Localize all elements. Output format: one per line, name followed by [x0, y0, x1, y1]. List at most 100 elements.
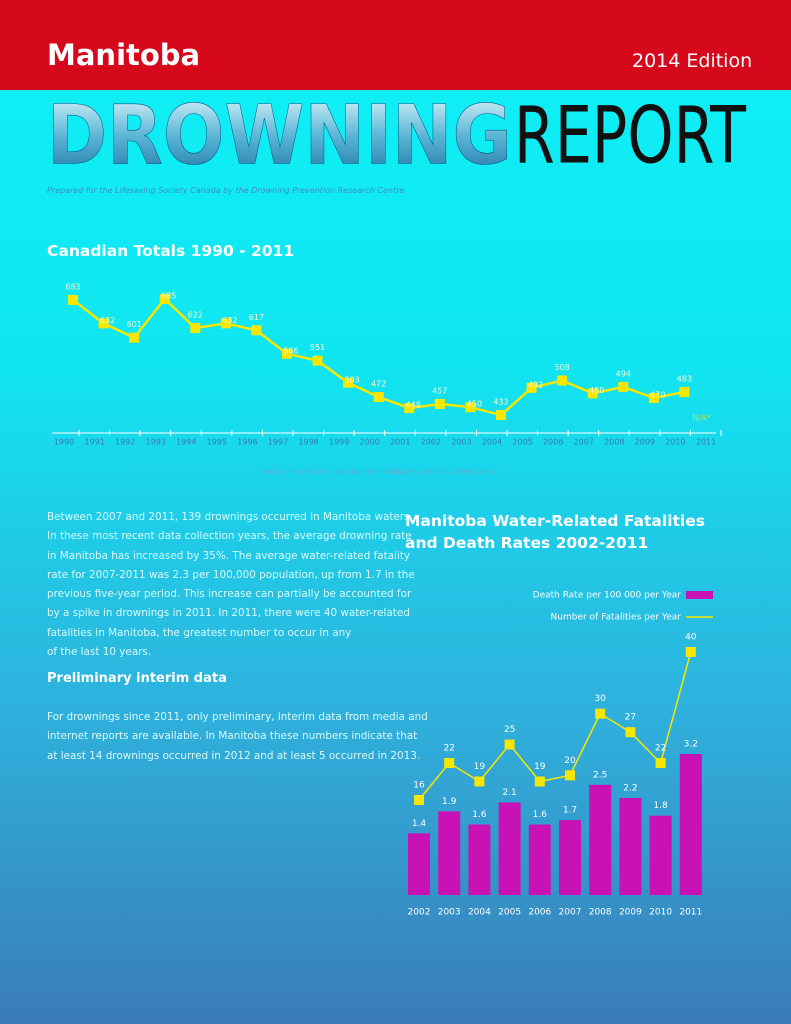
marker	[534, 776, 545, 787]
x-tick-label: 1997	[268, 438, 288, 447]
marker	[465, 402, 476, 413]
x-tick-label: 1998	[298, 438, 318, 447]
x-tick-label: 2011	[696, 438, 716, 447]
bar	[468, 824, 491, 895]
bar-label: 1.7	[563, 806, 577, 816]
value-label: 632	[222, 316, 237, 325]
line-label: 30	[594, 694, 606, 704]
x-tick-label: 2002	[421, 438, 441, 447]
marker	[496, 410, 506, 420]
paragraph: For drownings since 2011, only prelimina…	[47, 708, 428, 766]
chart2-title: Manitoba Water-Related Fatalities and De…	[405, 512, 705, 552]
x-tick-label: 2003	[451, 438, 471, 447]
x-tick-label: 1991	[84, 438, 104, 447]
x-tick-label: 1990	[54, 438, 74, 447]
bar	[498, 802, 521, 895]
marker	[655, 758, 666, 768]
text-line: by a spike in drownings in 2011. In 2011…	[47, 607, 410, 620]
x-tick-label: 1992	[115, 438, 135, 447]
value-label: 503	[345, 375, 360, 384]
x-tick-label: 2005	[498, 908, 521, 918]
x-tick-label: 1999	[329, 438, 349, 447]
marker	[159, 294, 170, 304]
marker	[625, 727, 636, 738]
x-tick-label: 1993	[146, 438, 166, 447]
marker	[282, 348, 292, 359]
x-tick-label: 2004	[468, 908, 491, 918]
text-line: previous five-year period. This increase…	[47, 588, 412, 601]
bar-label: 2.2	[623, 784, 637, 794]
x-tick-label: 1995	[207, 438, 227, 447]
line	[418, 651, 692, 801]
bar-label: 2.1	[502, 788, 516, 798]
bar-label: 1.4	[412, 819, 427, 829]
bar-label: 2.5	[593, 770, 607, 780]
bar	[679, 754, 702, 895]
marker	[595, 708, 606, 719]
legend-swatch	[686, 591, 713, 599]
text-line: Between 2007 and 2011, 139 drownings occ…	[47, 511, 413, 523]
value-label: 472	[371, 380, 386, 389]
x-tick-label: 2001	[390, 438, 410, 447]
x-tick-label: 2007	[574, 438, 594, 447]
text-line: internet reports are available. In Manit…	[47, 730, 418, 743]
marker	[251, 325, 262, 336]
edition: 2014 Edition	[632, 50, 753, 72]
x-tick-label: 2009	[635, 438, 655, 447]
marker	[373, 392, 384, 403]
value-label: 508	[555, 363, 570, 372]
value-label: 566	[283, 346, 298, 355]
value-label: 448	[406, 401, 421, 410]
marker	[98, 318, 109, 329]
value-label: 632	[100, 316, 115, 325]
value-label: 685	[161, 292, 176, 301]
bar-label: 1.6	[472, 810, 487, 820]
text-line: For drownings since 2011, only prelimina…	[47, 711, 428, 723]
marker	[685, 647, 696, 657]
marker	[587, 388, 598, 399]
marker	[474, 776, 485, 787]
bar-label: 1.8	[653, 801, 668, 811]
marker	[404, 403, 415, 414]
header-band	[0, 0, 791, 90]
x-tick-label: 2006	[543, 438, 563, 447]
x-tick-label: 1996	[237, 438, 257, 447]
paragraph: Between 2007 and 2011, 139 drownings occ…	[47, 508, 415, 662]
marker	[679, 386, 690, 397]
x-tick-label: 2007	[559, 908, 582, 918]
x-tick-label: 2004	[482, 438, 502, 447]
text-line: In these most recent data collection yea…	[47, 530, 412, 543]
chart1-title: Canadian Totals 1990 - 2011	[47, 242, 295, 260]
value-label: 457	[432, 386, 447, 395]
marker	[414, 795, 424, 805]
subtitle: Prepared for the Lifesaving Society Cana…	[47, 186, 405, 195]
line-label: 25	[504, 725, 515, 735]
line-label: 40	[685, 633, 697, 643]
x-tick-label: 2000	[360, 438, 380, 447]
value-label: 480	[589, 386, 604, 395]
value-label: 494	[616, 369, 631, 378]
missing-label: N/A*	[692, 414, 710, 423]
marker	[220, 318, 231, 329]
line-label: 16	[413, 781, 425, 791]
x-tick-label: 2011	[679, 908, 702, 918]
line-label: 20	[564, 756, 576, 766]
bar	[528, 824, 551, 895]
value-label: 492	[528, 380, 543, 389]
text-line: of the last 10 years.	[47, 646, 152, 659]
masthead: DROWNING REPORT	[47, 95, 747, 184]
value-label: 551	[310, 343, 325, 352]
legend-label: Death Rate per 100 000 per Year	[533, 591, 682, 601]
bar	[559, 820, 581, 895]
marker	[618, 381, 629, 392]
value-label: 483	[677, 374, 692, 383]
marker	[565, 770, 575, 781]
marker	[312, 355, 323, 366]
chart1: 1990 1991 1992 1993 1994 1995 1996 1997 1998 1999…	[52, 282, 722, 476]
marker	[557, 375, 568, 386]
value-label: 683	[65, 282, 80, 291]
x-tick-label: 2008	[589, 908, 612, 918]
value-label: 622	[188, 311, 203, 320]
marker	[648, 392, 659, 403]
